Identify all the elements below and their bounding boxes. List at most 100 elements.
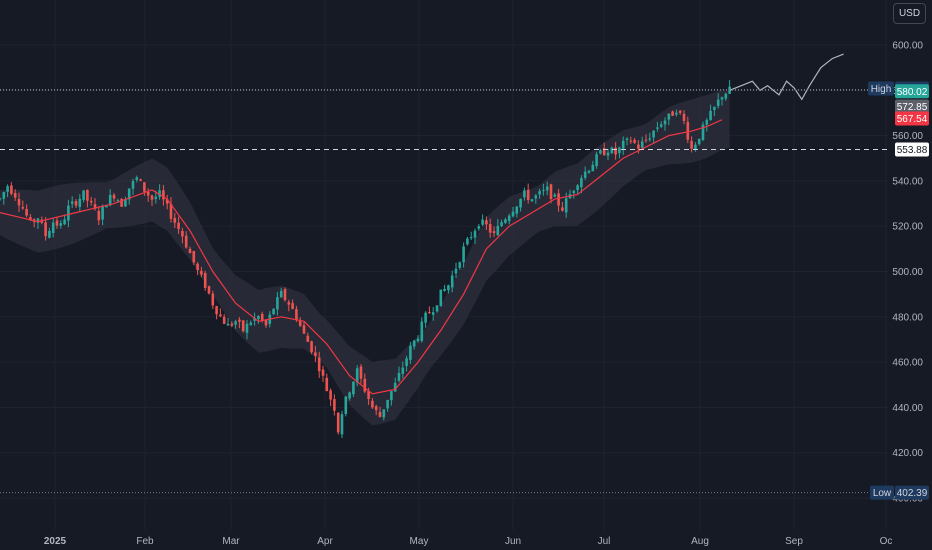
candle-body[interactable] (336, 412, 340, 433)
candle-body[interactable] (108, 194, 112, 206)
candle-body[interactable] (618, 147, 621, 154)
candle-body[interactable] (663, 120, 667, 125)
candle-body[interactable] (344, 396, 348, 415)
candle-body[interactable] (428, 312, 431, 314)
candle-body[interactable] (97, 210, 101, 221)
candle-body[interactable] (591, 164, 595, 172)
candle-body[interactable] (694, 144, 697, 150)
candle-body[interactable] (0, 198, 2, 200)
candle-body[interactable] (264, 320, 268, 326)
candle-body[interactable] (640, 141, 644, 148)
candle-body[interactable] (443, 289, 446, 291)
candle-body[interactable] (504, 219, 507, 223)
candle-body[interactable] (523, 190, 526, 198)
candle-body[interactable] (200, 270, 203, 275)
candle-body[interactable] (162, 190, 165, 200)
candle-body[interactable] (29, 217, 32, 220)
candle-body[interactable] (690, 140, 693, 149)
candle-body[interactable] (701, 124, 705, 140)
candle-body[interactable] (401, 367, 405, 374)
candle-body[interactable] (629, 140, 633, 142)
candle-body[interactable] (485, 220, 488, 225)
candle-body[interactable] (310, 341, 313, 353)
currency-button[interactable]: USD (893, 3, 926, 24)
candle-body[interactable] (378, 411, 382, 417)
candle-body[interactable] (469, 237, 473, 239)
candle-body[interactable] (355, 368, 359, 383)
candle-body[interactable] (374, 406, 378, 411)
candle-body[interactable] (713, 106, 716, 110)
candle-body[interactable] (181, 231, 184, 237)
candle-body[interactable] (177, 222, 180, 229)
candle-body[interactable] (545, 186, 549, 191)
candle-body[interactable] (580, 178, 583, 188)
candle-body[interactable] (675, 112, 678, 115)
candle-body[interactable] (435, 305, 439, 312)
candle-body[interactable] (530, 199, 534, 202)
candle-body[interactable] (59, 223, 63, 226)
candle-body[interactable] (431, 312, 435, 315)
candle-body[interactable] (6, 186, 9, 192)
candle-body[interactable] (340, 414, 344, 435)
candle-body[interactable] (211, 293, 215, 306)
candle-body[interactable] (154, 196, 158, 199)
candle-body[interactable] (2, 192, 6, 199)
candle-body[interactable] (519, 198, 522, 208)
candle-body[interactable] (614, 147, 617, 155)
candle-body[interactable] (424, 312, 427, 323)
candle-body[interactable] (412, 340, 416, 347)
candle-body[interactable] (55, 220, 59, 226)
candle-body[interactable] (621, 140, 625, 149)
candle-body[interactable] (135, 177, 139, 181)
candle-body[interactable] (139, 179, 142, 181)
candle-body[interactable] (105, 205, 108, 208)
candle-body[interactable] (371, 400, 374, 408)
candle-body[interactable] (500, 222, 503, 227)
candle-body[interactable] (101, 205, 104, 220)
candle-body[interactable] (17, 199, 21, 206)
candle-body[interactable] (51, 222, 55, 234)
candles[interactable] (0, 80, 731, 438)
candle-body[interactable] (477, 226, 481, 229)
candle-body[interactable] (352, 381, 355, 395)
candle-body[interactable] (462, 246, 465, 263)
candle-body[interactable] (458, 262, 462, 268)
candle-body[interactable] (192, 251, 196, 263)
candle-body[interactable] (207, 286, 211, 294)
candle-body[interactable] (21, 207, 25, 209)
candle-body[interactable] (63, 219, 66, 225)
candle-body[interactable] (241, 320, 245, 332)
candle-body[interactable] (287, 302, 291, 305)
candle-body[interactable] (572, 190, 576, 194)
candle-body[interactable] (606, 152, 610, 156)
candle-body[interactable] (610, 147, 614, 153)
candle-body[interactable] (127, 188, 131, 200)
candle-body[interactable] (549, 184, 553, 199)
candle-body[interactable] (222, 316, 226, 324)
candle-body[interactable] (481, 219, 484, 225)
candle-body[interactable] (534, 195, 538, 199)
candle-body[interactable] (283, 289, 287, 301)
candle-body[interactable] (648, 138, 652, 140)
candle-body[interactable] (409, 345, 412, 360)
candle-body[interactable] (86, 189, 89, 201)
candle-body[interactable] (230, 323, 234, 326)
candle-body[interactable] (625, 138, 629, 140)
candle-body[interactable] (93, 204, 97, 209)
candle-body[interactable] (652, 130, 655, 138)
candle-body[interactable] (10, 185, 13, 194)
candle-body[interactable] (682, 113, 686, 121)
candle-body[interactable] (67, 205, 70, 221)
candle-body[interactable] (291, 303, 294, 309)
candle-body[interactable] (488, 224, 492, 233)
candle-body[interactable] (633, 139, 636, 143)
candle-body[interactable] (492, 231, 496, 234)
candle-body[interactable] (25, 208, 28, 216)
candle-body[interactable] (329, 390, 332, 400)
candle-body[interactable] (215, 306, 218, 315)
candle-body[interactable] (169, 203, 173, 219)
candle-body[interactable] (302, 325, 306, 334)
candle-body[interactable] (557, 193, 560, 206)
candle-body[interactable] (724, 93, 728, 99)
time-axis[interactable]: 2025 Feb Mar Apr May Jun Jul Aug Sep Oc (44, 536, 893, 547)
